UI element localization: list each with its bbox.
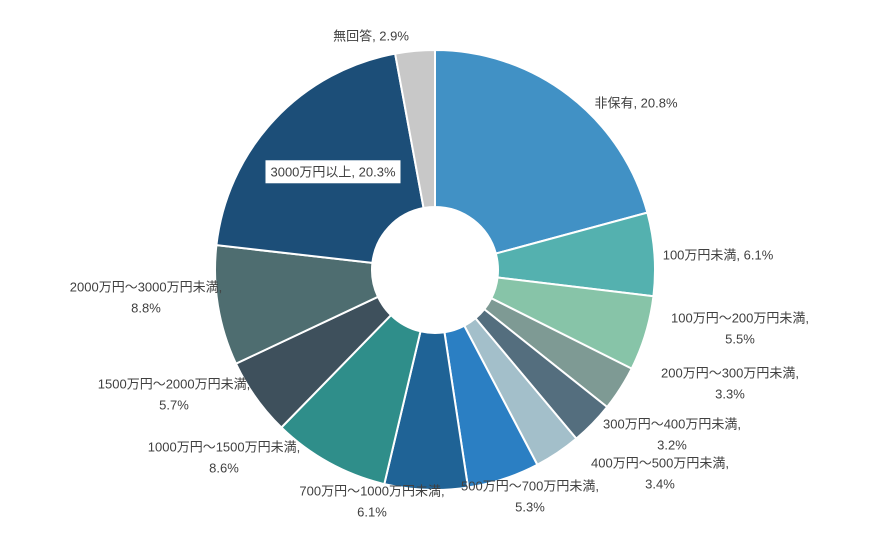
pie-slice-11: [215, 52, 425, 264]
slice-label-value: 5.3%: [515, 500, 545, 515]
slice-label-5: 400万円～500万円未満, 3.4%: [591, 453, 729, 496]
slice-label-1: 100万円未満, 6.1%: [662, 247, 774, 263]
slice-label-value: 3.4%: [645, 477, 675, 492]
slice-label-name: 1000万円～1500万円未満,: [147, 439, 301, 455]
slice-label-3: 200万円～300万円未満, 3.3%: [661, 363, 799, 406]
slice-label-12: 無回答, 2.9%: [333, 28, 409, 44]
slice-label-7: 700万円～1000万円未満, 6.1%: [299, 481, 444, 524]
slice-label-name: 100万円～200万円未満,: [671, 310, 809, 326]
slice-label-value: 3.2%: [657, 438, 687, 453]
slice-label-value: 6.1%: [357, 505, 387, 520]
slice-label-8: 1000万円～1500万円未満, 8.6%: [148, 437, 300, 480]
pie-slice-0: [434, 48, 649, 255]
slice-label-name: 1500万円～2000万円未満,: [97, 376, 251, 392]
slice-label-value: 8.6%: [209, 461, 239, 476]
slice-label-name: 500万円～700万円未満,: [461, 478, 599, 494]
slice-label-name: 300万円～400万円未満,: [603, 416, 741, 432]
slice-label-value: 3.3%: [715, 387, 745, 402]
pie-slice-12: [393, 48, 436, 210]
slice-label-2: 100万円～200万円未満, 5.5%: [671, 308, 809, 351]
slice-label-value: 8.8%: [131, 301, 161, 316]
slice-label-value: 5.5%: [725, 332, 755, 347]
slice-label-name: 400万円～500万円未満,: [591, 455, 729, 471]
slice-label-6: 500万円～700万円未満, 5.3%: [461, 476, 599, 519]
slice-label-name: 700万円～1000万円未満,: [299, 483, 445, 499]
slice-label-11: 3000万円以上, 20.3%: [265, 160, 401, 184]
slice-label-10: 2000万円～3000万円未満, 8.8%: [70, 277, 222, 320]
slice-label-value: 5.7%: [159, 398, 189, 413]
slice-label-name: 2000万円～3000万円未満,: [69, 279, 223, 295]
slice-label-4: 300万円～400万円未満, 3.2%: [603, 414, 741, 457]
slice-label-name: 200万円～300万円未満,: [661, 365, 799, 381]
slice-label-9: 1500万円～2000万円未満, 5.7%: [98, 374, 250, 417]
slice-label-0: 非保有, 20.8%: [594, 95, 678, 111]
